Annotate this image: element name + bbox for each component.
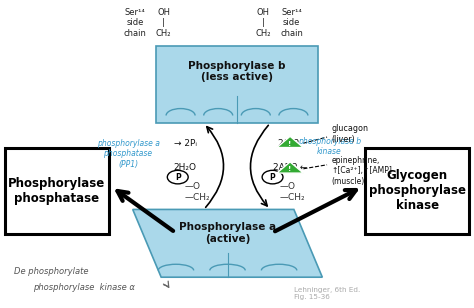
Text: epinephrine,
↑[Ca²⁺],↑[AMP]
(muscle): epinephrine, ↑[Ca²⁺],↑[AMP] (muscle) xyxy=(332,156,392,186)
Text: phosphorylase b
kinase: phosphorylase b kinase xyxy=(298,137,361,156)
Text: Phosphorylase a
(active): Phosphorylase a (active) xyxy=(179,222,276,244)
Text: !: ! xyxy=(289,166,292,172)
Circle shape xyxy=(167,170,188,184)
Text: Lehninger, 6th Ed.
Fig. 15-36: Lehninger, 6th Ed. Fig. 15-36 xyxy=(294,287,360,300)
Text: De phosphorylate: De phosphorylate xyxy=(14,266,89,276)
Text: —O: —O xyxy=(280,182,296,191)
Text: 2ADP ←: 2ADP ← xyxy=(273,163,307,172)
Text: phosphorylase  kinase α: phosphorylase kinase α xyxy=(33,283,135,293)
Polygon shape xyxy=(133,209,322,277)
Text: !: ! xyxy=(289,141,292,147)
Text: —O: —O xyxy=(185,182,201,191)
Text: 2ATP: 2ATP xyxy=(277,139,299,148)
Text: Glycogen
phosphorylase
kinase: Glycogen phosphorylase kinase xyxy=(369,169,465,213)
Text: OH
|
CH₂: OH | CH₂ xyxy=(255,8,271,38)
Text: glucagon
(liver): glucagon (liver) xyxy=(332,124,369,144)
Text: OH
|
CH₂: OH | CH₂ xyxy=(156,8,171,38)
Text: 2H₂O: 2H₂O xyxy=(173,163,197,172)
Text: Phosphorylase
phosphatase: Phosphorylase phosphatase xyxy=(8,177,106,205)
Text: Ser¹⁴
side
chain: Ser¹⁴ side chain xyxy=(124,8,146,38)
Text: phosphorylase a
phosphatase
(PP1): phosphorylase a phosphatase (PP1) xyxy=(97,139,159,169)
Text: P: P xyxy=(175,172,181,182)
Text: P: P xyxy=(270,172,275,182)
Text: Phosphorylase b
(less active): Phosphorylase b (less active) xyxy=(188,61,286,83)
Polygon shape xyxy=(277,136,303,148)
Text: Ser¹⁴
side
chain: Ser¹⁴ side chain xyxy=(280,8,303,38)
FancyBboxPatch shape xyxy=(156,46,318,123)
Text: —CH₂: —CH₂ xyxy=(280,192,305,202)
FancyBboxPatch shape xyxy=(365,148,469,234)
Text: → 2Pᵢ: → 2Pᵢ xyxy=(173,139,197,148)
Circle shape xyxy=(262,170,283,184)
Text: —CH₂: —CH₂ xyxy=(185,192,210,202)
Polygon shape xyxy=(277,162,303,173)
FancyBboxPatch shape xyxy=(5,148,109,234)
